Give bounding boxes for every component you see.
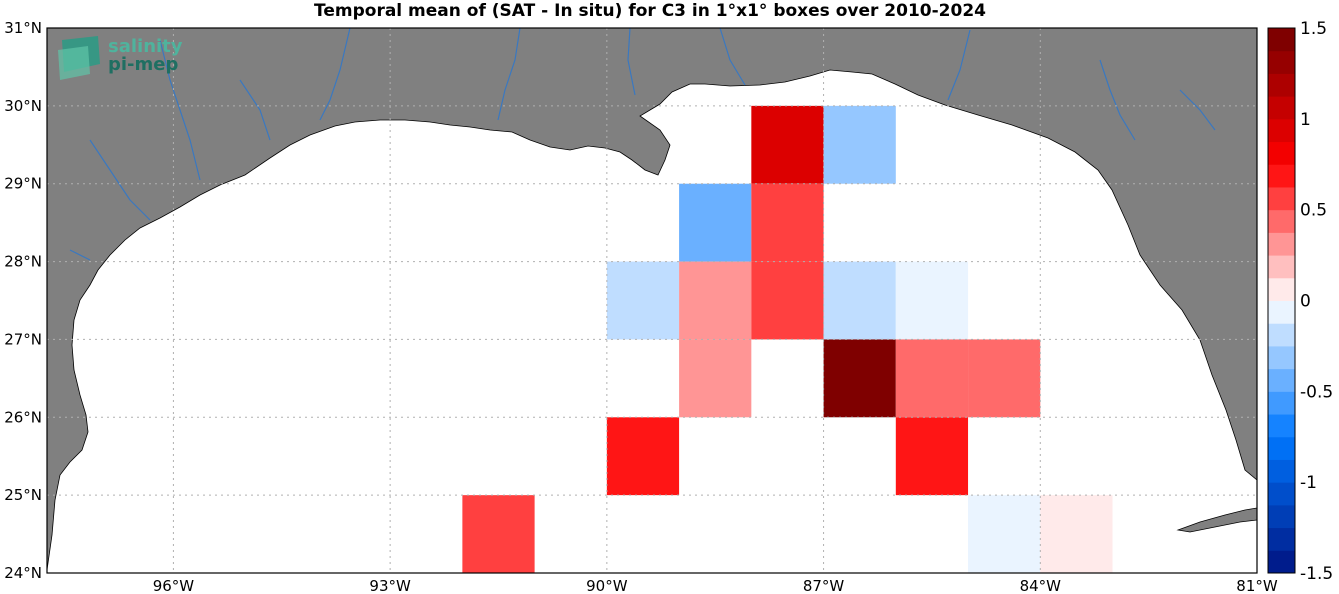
y-tick-label: 26°N (4, 408, 42, 426)
heatmap-cell (895, 339, 969, 418)
y-tick-label: 24°N (4, 564, 42, 582)
x-axis-ticks: 96°W 93°W 90°W 87°W 84°W 81°W (153, 577, 1278, 594)
heatmap-cell (823, 339, 896, 418)
colorbar-tick-label: -1 (1300, 473, 1317, 493)
colorbar-swatch (1268, 255, 1295, 279)
rivers (69, 28, 1216, 261)
colorbar-swatch (1268, 504, 1295, 529)
y-tick-label: 27°N (4, 330, 42, 348)
x-tick-label: 93°W (369, 577, 411, 594)
heatmap-cell (751, 183, 824, 262)
colorbar-swatch (1268, 527, 1295, 551)
colorbar-swatch (1268, 368, 1295, 392)
colorbar-swatch (1268, 482, 1295, 506)
colorbar-swatch (1268, 141, 1295, 165)
colorbar-tick-label: 1 (1300, 110, 1311, 130)
heatmap-cell (895, 261, 969, 340)
colorbar-swatch (1268, 164, 1295, 188)
colorbar-swatch (1268, 277, 1295, 301)
heatmap-cell (606, 261, 680, 340)
y-tick-label: 29°N (4, 175, 42, 193)
colorbar: 1.5 1 0.5 0 -0.5 -1 -1.5 (1267, 19, 1333, 584)
x-tick-label: 84°W (1020, 577, 1062, 594)
heatmap-cell (968, 495, 1041, 573)
x-tick-label: 90°W (586, 577, 628, 594)
x-tick-label: 87°W (803, 577, 845, 594)
heatmap-cell (1040, 495, 1113, 573)
heatmap-cells (462, 105, 1113, 573)
heatmap-cell (895, 417, 969, 496)
y-tick-label: 31°N (4, 19, 42, 37)
heatmap-cell (679, 261, 752, 340)
plot-frame (46, 27, 1258, 574)
colorbar-swatch (1268, 436, 1295, 460)
heatmap-cell (968, 339, 1041, 418)
colorbar-swatch (1268, 28, 1295, 52)
colorbar-tick-label: -1.5 (1300, 564, 1333, 584)
grid-lines (47, 28, 1257, 573)
colorbar-swatch (1268, 414, 1295, 438)
colorbar-tick-label: -0.5 (1300, 382, 1333, 402)
colorbar-tick-label: 0 (1300, 292, 1311, 312)
colorbar-swatch (1268, 232, 1295, 256)
heatmap-cell (679, 339, 752, 418)
colorbar-swatch (1268, 391, 1295, 415)
heatmap-cell (462, 495, 535, 573)
heatmap-cell (606, 417, 680, 496)
heatmap-cell (823, 261, 896, 340)
x-tick-label: 81°W (1236, 577, 1278, 594)
y-axis-ticks: 24°N 25°N 26°N 27°N 28°N 29°N 30°N 31°N (4, 19, 42, 582)
colorbar-swatch (1268, 345, 1295, 370)
y-tick-label: 28°N (4, 253, 42, 271)
logo-text-pimep: pi-mep (108, 54, 179, 75)
colorbar-swatch (1268, 323, 1295, 347)
heatmap-cell (679, 183, 752, 262)
logo-text-salinity: salinity (108, 36, 183, 57)
heatmap-cell (823, 105, 896, 184)
colorbar-swatch (1268, 550, 1295, 574)
colorbar-tick-label: 1.5 (1300, 19, 1327, 39)
colorbar-swatch (1268, 186, 1295, 211)
colorbar-swatch (1268, 209, 1295, 233)
chart-title: Temporal mean of (SAT - In situ) for C3 … (314, 1, 986, 21)
colorbar-tick-label: 0.5 (1300, 201, 1327, 221)
land-north-american-coast (47, 28, 1257, 571)
colorbar-swatch (1268, 300, 1295, 324)
x-tick-label: 96°W (153, 577, 195, 594)
heatmap-cell (751, 261, 824, 340)
colorbar-frame (1267, 27, 1296, 574)
salinity-pimep-logo: salinity pi-mep (58, 34, 188, 84)
land-florida-keys (1176, 507, 1257, 533)
colorbar-swatch (1268, 50, 1295, 74)
colorbar-swatch (1268, 96, 1295, 120)
logo-wave-icon (58, 36, 100, 80)
y-tick-label: 25°N (4, 486, 42, 504)
heatmap-cell (751, 105, 824, 184)
y-tick-label: 30°N (4, 97, 42, 115)
colorbar-swatch (1268, 73, 1295, 97)
colorbar-swatch (1268, 459, 1295, 483)
colorbar-swatch (1268, 118, 1295, 143)
